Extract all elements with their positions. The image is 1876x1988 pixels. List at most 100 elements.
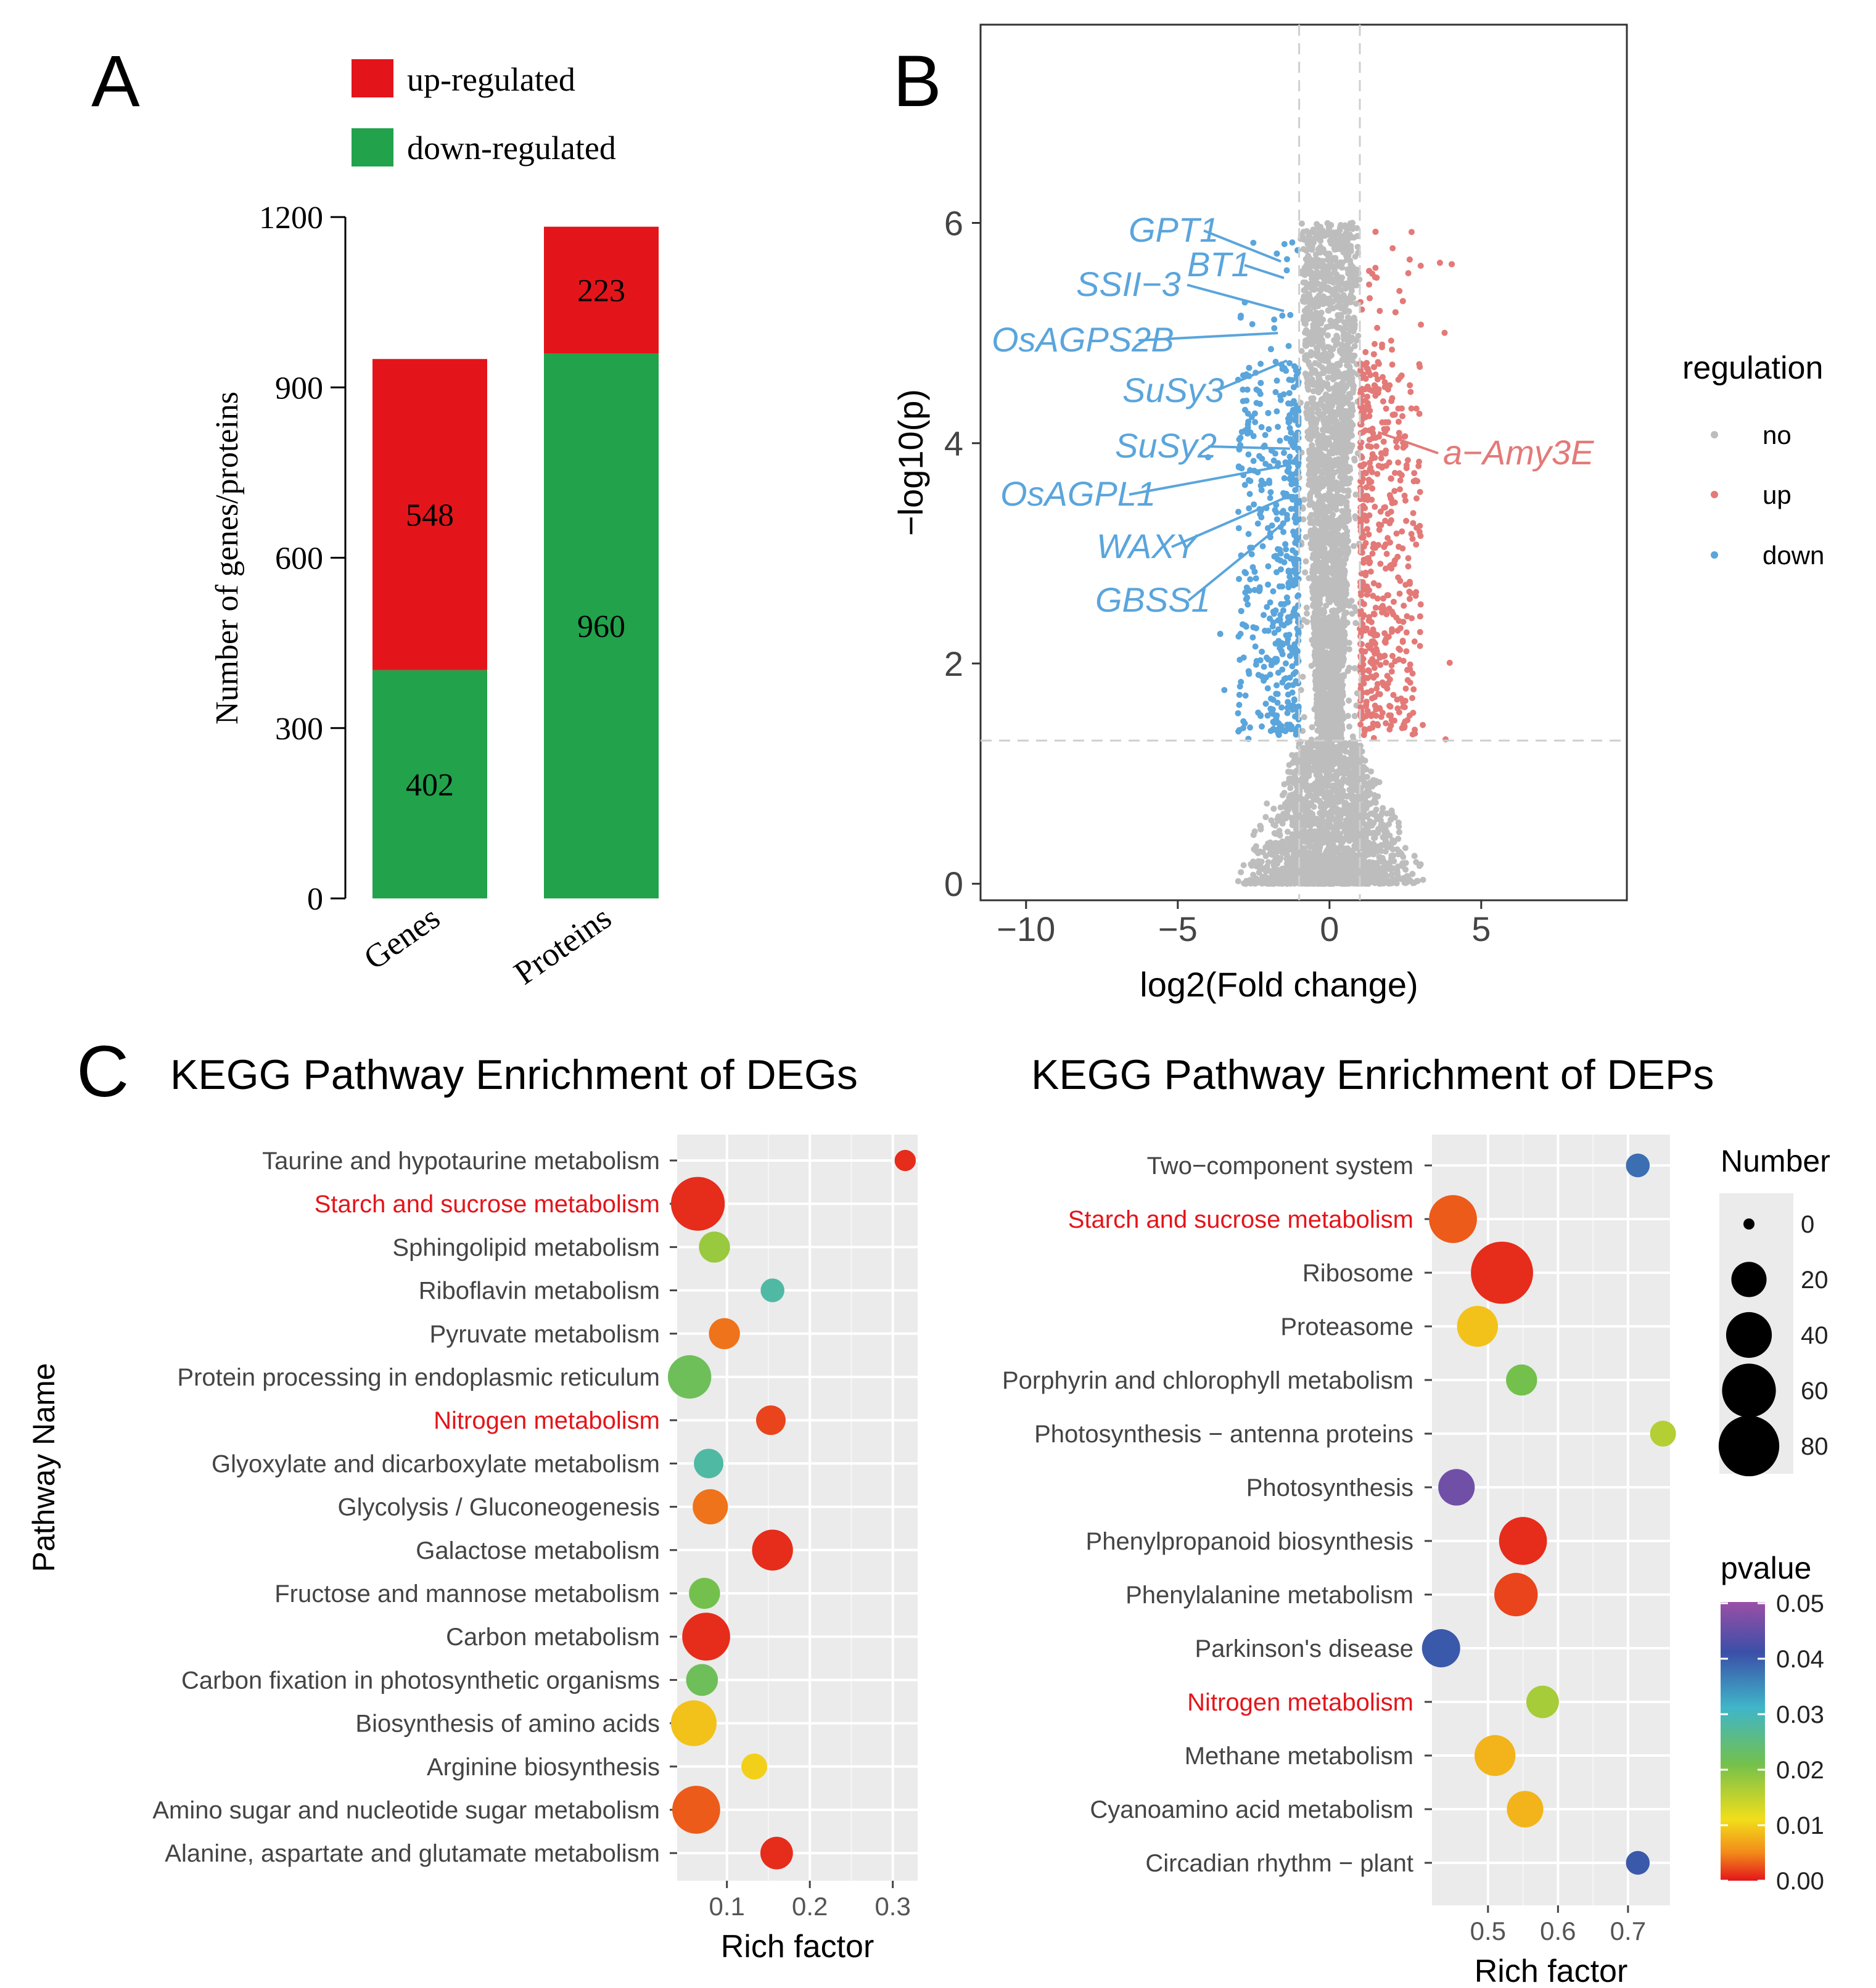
volcano-point <box>1302 558 1309 565</box>
volcano-point <box>1277 804 1284 811</box>
data-label-up: 548 <box>406 498 454 533</box>
volcano-point <box>1338 222 1344 229</box>
volcano-point <box>1349 733 1356 740</box>
volcano-point <box>1389 347 1396 353</box>
volcano-point <box>1302 569 1309 576</box>
volcano-point <box>1449 261 1455 268</box>
volcano-point <box>1446 659 1453 666</box>
volcano-point <box>1306 841 1312 848</box>
legend-down-swatch <box>352 128 393 166</box>
volcano-point <box>1317 263 1323 269</box>
volcano-point <box>1402 845 1409 852</box>
volcano-point <box>1255 858 1262 865</box>
volcano-point <box>1309 443 1315 450</box>
volcano-point <box>1309 286 1316 293</box>
panel-a: A up-regulated down-regulated 0300600900… <box>91 41 659 992</box>
volcano-point <box>1333 506 1339 513</box>
volcano-point <box>1248 861 1254 868</box>
volcano-point <box>1301 714 1307 721</box>
volcano-point <box>1374 324 1381 331</box>
volcano-point <box>1341 319 1347 326</box>
volcano-point <box>1300 246 1307 253</box>
volcano-point <box>1323 324 1330 331</box>
volcano-point <box>1420 721 1426 728</box>
volcano-point <box>1346 786 1353 793</box>
x-tick-label: Proteins <box>507 899 617 992</box>
y-tick-label: 300 <box>275 712 323 747</box>
volcano-point <box>1417 263 1424 269</box>
volcano-point <box>1348 287 1355 294</box>
volcano-point <box>1344 713 1351 720</box>
volcano-point <box>1417 861 1424 868</box>
volcano-point <box>1307 450 1314 457</box>
y-tick-label: 900 <box>275 371 323 406</box>
volcano-point <box>1354 690 1360 697</box>
volcano-point <box>1396 287 1403 294</box>
volcano-point <box>1396 590 1403 597</box>
y-axis-label: Number of genes/proteins <box>210 392 245 725</box>
volcano-point <box>1287 311 1294 318</box>
volcano-point <box>1346 697 1352 704</box>
volcano-point <box>1349 610 1356 617</box>
volcano-point <box>1267 346 1274 353</box>
data-label-up: 223 <box>577 273 625 308</box>
volcano-point <box>1362 757 1368 764</box>
volcano-point <box>1340 292 1347 298</box>
volcano-point <box>1309 376 1315 383</box>
volcano-point <box>1304 384 1311 390</box>
y-tick-label: 1200 <box>259 200 323 236</box>
volcano-point <box>1299 673 1306 680</box>
bar-down-genes <box>372 670 487 898</box>
volcano-point <box>1352 491 1359 498</box>
volcano-point <box>1368 768 1375 775</box>
panel-label-b: B <box>893 41 942 122</box>
volcano-point <box>1366 281 1373 288</box>
data-label-down: 402 <box>406 768 454 803</box>
volcano-point <box>1343 609 1350 616</box>
volcano-point <box>1376 308 1383 314</box>
bar-up-proteins <box>544 226 659 353</box>
volcano-point <box>1307 541 1314 548</box>
volcano-point <box>1340 775 1347 782</box>
volcano-point <box>1404 457 1411 464</box>
volcano-point <box>1240 862 1247 869</box>
volcano-point <box>1274 699 1281 706</box>
y-tick-label: 600 <box>275 541 323 577</box>
volcano-point <box>1303 819 1310 826</box>
volcano-point <box>1306 791 1313 798</box>
volcano-point <box>1287 785 1294 792</box>
volcano-point <box>1300 516 1307 523</box>
volcano-point <box>1362 349 1369 356</box>
volcano-point <box>1341 845 1348 852</box>
volcano-point <box>1373 807 1380 813</box>
volcano-point <box>1296 741 1302 747</box>
volcano-point <box>1274 860 1281 867</box>
volcano-point <box>1376 853 1383 860</box>
panel-label-a: A <box>91 41 140 122</box>
data-label-down: 960 <box>577 609 625 644</box>
volcano-point <box>1342 473 1349 480</box>
volcano-point <box>1441 329 1448 336</box>
volcano-point <box>1279 312 1286 319</box>
volcano-point <box>1406 256 1413 263</box>
volcano-point <box>1350 295 1357 302</box>
volcano-point <box>1283 256 1290 263</box>
volcano-point <box>1371 340 1378 347</box>
volcano-point <box>1400 618 1407 625</box>
legend-down-label: down-regulated <box>407 129 616 166</box>
volcano-point <box>1284 828 1291 835</box>
volcano-point <box>1352 620 1359 626</box>
volcano-point <box>1399 528 1405 535</box>
volcano-point <box>1221 687 1228 694</box>
volcano-point <box>1409 695 1416 702</box>
volcano-points <box>1205 220 1455 887</box>
volcano-point <box>1405 270 1412 277</box>
volcano-point <box>1399 298 1406 305</box>
volcano-point <box>1351 543 1357 549</box>
volcano-point <box>1306 293 1313 300</box>
volcano-point <box>1303 604 1310 611</box>
